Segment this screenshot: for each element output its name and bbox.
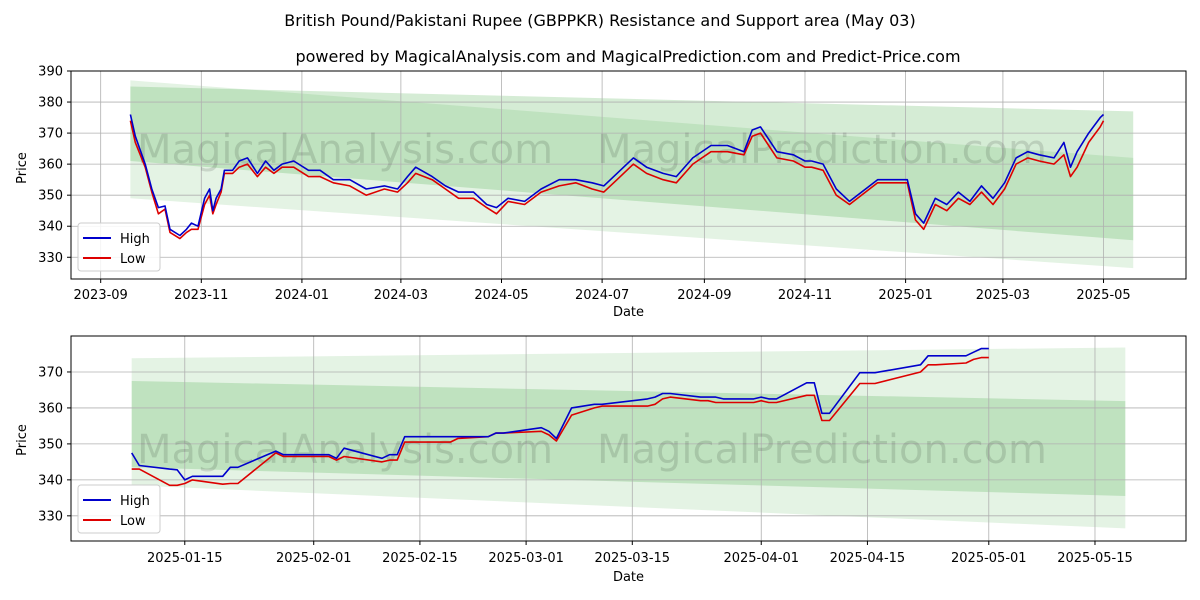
series-line-high [129,113,1105,237]
band-area-2 [131,380,1126,497]
series-line-high [131,347,989,481]
x-tick-label: 2025-01-15 [147,551,223,566]
y-tick-label: 370 [38,127,63,142]
watermark-text: MagicalAnalysis.com [137,127,553,173]
x-tick-label: 2025-05-15 [1057,551,1133,566]
bottom-price-panel: MagicalAnalysis.com MagicalPrediction.com… [15,335,1187,585]
watermark-text: MagicalPrediction.com [597,127,1047,173]
legend-box [77,222,161,272]
series-line-low [131,356,989,487]
y-tick-label: 350 [38,437,63,452]
watermark-text: MagicalPrediction.com [597,427,1047,473]
y-tick-label: 340 [38,473,63,488]
grid-lines [71,70,1186,279]
x-tick-label: 2025-04-01 [723,551,799,566]
support-resistance-bands [131,347,1126,529]
x-tick-label: 2024-09 [677,288,731,303]
x-tick-label: 2024-03 [374,288,428,303]
band-area-1 [130,80,1134,269]
y-tick-label: 370 [38,365,63,380]
y-tick-label: 390 [38,65,63,80]
y-tick-label: 350 [38,189,63,204]
x-axis-label: Date [613,570,644,585]
legend-label-high: High [120,494,150,509]
y-tick-label: 360 [38,158,63,173]
legend: High Low [77,484,161,534]
plot-frame [70,70,1187,280]
x-tick-label: 2025-04-15 [830,551,906,566]
x-tick-label: 2023-09 [74,288,128,303]
x-tick-label: 2025-02-15 [382,551,458,566]
legend-label-low: Low [120,514,146,529]
x-tick-label: 2025-01 [878,288,932,303]
band-area-2 [130,86,1134,241]
watermarks: MagicalAnalysis.com MagicalPrediction.com [137,127,1047,173]
y-tick-label: 380 [38,96,63,111]
watermarks: MagicalAnalysis.com MagicalPrediction.com [137,427,1047,473]
chart-subtitle: powered by MagicalAnalysis.com and Magic… [295,47,960,66]
x-tick-label: 2024-01 [275,288,329,303]
y-axis-label: Price [15,424,30,456]
watermark-text: MagicalAnalysis.com [137,427,553,473]
x-tick-label: 2025-03-15 [595,551,671,566]
x-tick-label: 2025-02-01 [276,551,352,566]
support-resistance-bands [130,80,1134,269]
legend-box [77,484,161,534]
x-tick-label: 2024-05 [474,288,528,303]
top-price-panel: MagicalAnalysis.com MagicalPrediction.com… [15,65,1187,320]
y-axis-label: Price [15,152,30,184]
legend: High Low [77,222,161,272]
x-tick-label: 2024-07 [575,288,629,303]
x-axis-label: Date [613,305,644,320]
legend-label-low: Low [120,252,146,267]
grid-lines [71,336,1186,541]
chart-title: British Pound/Pakistani Rupee (GBPPKR) R… [284,11,915,30]
legend-label-high: High [120,232,150,247]
y-tick-label: 340 [38,220,63,235]
x-tick-label: 2025-05-01 [951,551,1027,566]
x-tick-label: 2025-03 [976,288,1030,303]
x-tick-label: 2025-03-01 [488,551,564,566]
plot-frame [70,335,1187,542]
y-tick-label: 360 [38,401,63,416]
x-tick-label: 2025-05 [1076,288,1130,303]
y-tick-label: 330 [38,509,63,524]
x-tick-label: 2024-11 [778,288,832,303]
band-area-1 [131,347,1126,529]
x-tick-label: 2023-11 [174,288,228,303]
y-tick-label: 330 [38,251,63,266]
series-line-low [129,120,1105,240]
